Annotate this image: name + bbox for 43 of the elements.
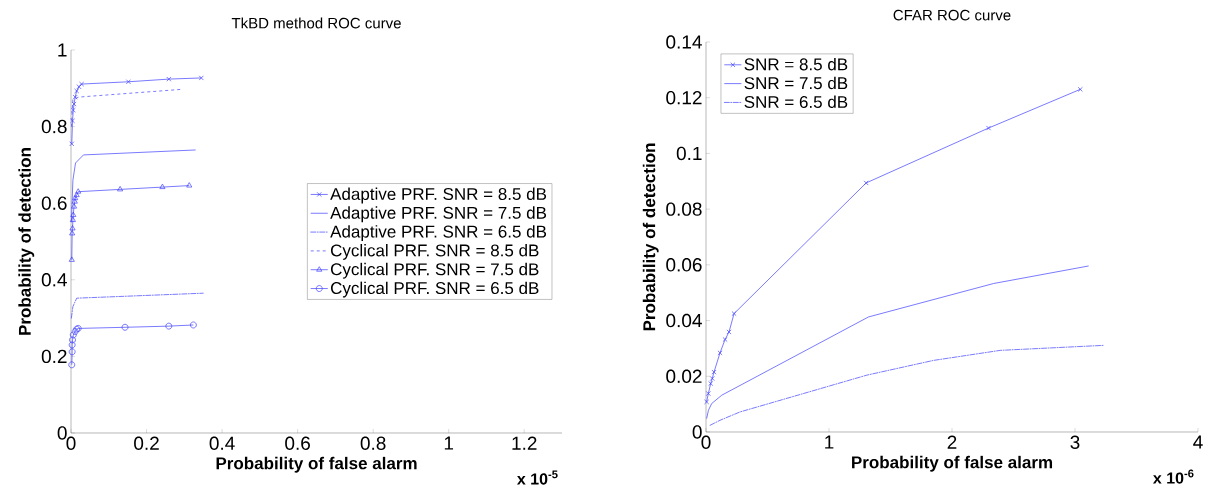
y-tick-label: 0.12 [666,90,702,105]
x-tick-label: 1 [444,436,454,450]
legend-label: Cyclical PRF. SNR = 7.5 dB [330,262,539,279]
x-tick-label: 0.6 [285,436,310,450]
y-tick-label: 0.8 [41,119,67,134]
y-tick-label: 0.1 [676,146,702,161]
x-tick-label: 1 [825,435,834,449]
legend-label: SNR = 6.5 dB [744,95,848,109]
x-tick-label: 0.2 [134,436,159,450]
legend-label: Cyclical PRF. SNR = 6.5 dB [330,281,539,298]
text: x 10$^{-5}$ [516,470,558,485]
x-tick-label: 2 [947,435,957,449]
y-tick-label: 0.6 [41,196,67,210]
y-tick-label: 0.02 [666,369,702,383]
x-tick-label: 3 [1070,435,1080,449]
y-axis-title: Probability of detection [18,148,35,335]
legend-label: SNR = 8.5 dB [744,57,848,71]
chart-title: CFAR ROC curve [893,9,1011,21]
x-axis-title: Probability of false alarm [216,456,417,473]
legend-label: Adaptive PRF. SNR = 8.5 dB [330,187,547,204]
x-tick-label: 0.4 [209,436,235,450]
y-tick-label: 0.06 [666,258,702,272]
chart-title: TkBD method ROC curve [231,17,401,29]
y-tick-label: 0.08 [666,202,702,216]
text: x 10$^{-6}$ [1152,469,1194,484]
y-tick-label: 0.04 [666,313,702,328]
legend-label: Cyclical PRF. SNR = 8.5 dB [330,244,539,260]
y-tick-label: 0.14 [666,35,702,49]
x-tick-label: 0 [701,435,711,449]
y-axis-title: Probability of detection [642,143,659,331]
x-tick-label: 4 [1193,435,1203,449]
x-tick-label: 0.8 [360,436,386,450]
y-tick-label: 1 [58,43,67,57]
y-tick-label: 0.4 [41,273,67,287]
y-tick-label: 0 [692,425,702,439]
y-tick-label: 0 [57,426,67,440]
x-axis-title: Probability of false alarm [852,455,1053,472]
y-tick-label: 0.2 [41,349,67,364]
x-tick-label: 0 [66,436,76,450]
x-tick-label: 1.2 [512,436,537,450]
legend-label: Adaptive PRF. SNR = 7.5 dB [330,206,547,223]
legend-label: Adaptive PRF. SNR = 6.5 dB [330,225,547,242]
legend-label: SNR = 7.5 dB [744,76,848,90]
